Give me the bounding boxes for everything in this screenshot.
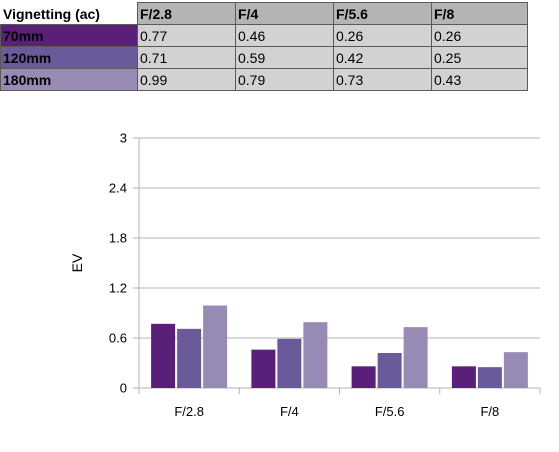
y-tick-label: 3 xyxy=(120,131,127,146)
row-label-120mm: 120mm xyxy=(0,46,138,69)
bar xyxy=(251,349,276,388)
bar xyxy=(377,353,402,388)
bar xyxy=(451,366,476,388)
table-row: 180mm 0.99 0.79 0.73 0.43 xyxy=(0,68,528,91)
table-cell: 0.99 xyxy=(137,68,236,91)
table-cell: 0.26 xyxy=(333,24,432,47)
y-tick-label: 0.6 xyxy=(109,331,127,346)
table-cell: 0.42 xyxy=(333,46,432,69)
column-header: F/4 xyxy=(235,2,334,25)
table-cell: 0.43 xyxy=(431,68,528,91)
table-cell: 0.77 xyxy=(137,24,236,47)
row-label-180mm: 180mm xyxy=(0,68,138,91)
vignetting-table: Vignetting (ac) F/2.8 F/4 F/5.6 F/8 70mm… xyxy=(0,2,528,91)
column-header: F/8 xyxy=(431,2,528,25)
table-row: 120mm 0.71 0.59 0.42 0.25 xyxy=(0,46,528,69)
bar xyxy=(177,328,202,388)
x-tick-label: F/8 xyxy=(480,404,499,419)
x-tick-label: F/5.6 xyxy=(375,404,405,419)
x-tick-label: F/4 xyxy=(280,404,299,419)
bar xyxy=(303,322,328,388)
bar xyxy=(403,327,428,388)
table-cell: 0.25 xyxy=(431,46,528,69)
table-cell: 0.73 xyxy=(333,68,432,91)
column-header: F/2.8 xyxy=(137,2,236,25)
y-tick-label: 1.2 xyxy=(109,281,127,296)
bar xyxy=(351,366,376,388)
table-header-row: Vignetting (ac) F/2.8 F/4 F/5.6 F/8 xyxy=(0,2,528,25)
bar xyxy=(477,367,502,388)
y-tick-label: 1.8 xyxy=(109,231,127,246)
row-label-70mm: 70mm xyxy=(0,24,138,47)
bar xyxy=(277,338,302,388)
x-tick-label: F/2.8 xyxy=(174,404,204,419)
table-cell: 0.59 xyxy=(235,46,334,69)
table-corner-label: Vignetting (ac) xyxy=(0,2,138,25)
y-tick-label: 0 xyxy=(120,381,127,396)
bar xyxy=(503,352,528,388)
bar xyxy=(151,323,176,388)
y-tick-label: 2.4 xyxy=(109,181,127,196)
table-cell: 0.79 xyxy=(235,68,334,91)
bar xyxy=(203,305,228,388)
y-axis-label: EV xyxy=(69,253,85,272)
